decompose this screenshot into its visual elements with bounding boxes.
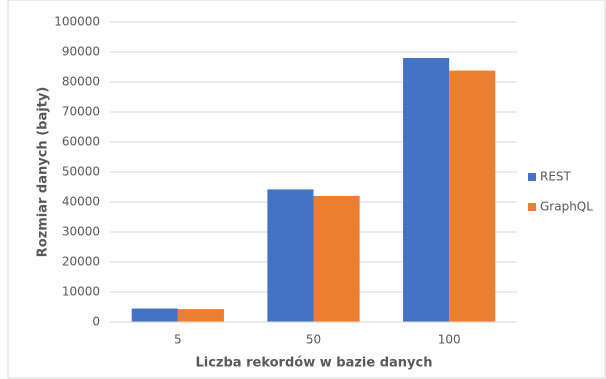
- y-tick-label: 90000: [62, 45, 100, 59]
- y-axis-title: Rozmiar danych (bajty): [36, 87, 51, 258]
- bar: [177, 309, 224, 322]
- x-axis-title: Liczba rekordów w bazie danych: [195, 356, 432, 371]
- x-tick-label: 5: [174, 333, 182, 347]
- legend-label: REST: [540, 170, 572, 184]
- legend-swatch: [528, 203, 536, 211]
- y-tick-label: 60000: [62, 135, 100, 149]
- legend-swatch: [528, 173, 536, 181]
- bar: [131, 308, 178, 322]
- y-tick-label: 10000: [62, 285, 100, 299]
- y-tick-label: 80000: [62, 75, 100, 89]
- y-tick-label: 30000: [62, 225, 100, 239]
- bar: [313, 196, 360, 322]
- y-tick-label: 0: [92, 315, 100, 329]
- y-tick-label: 70000: [62, 105, 100, 119]
- legend-label: GraphQL: [540, 200, 593, 214]
- y-tick-label: 50000: [62, 165, 100, 179]
- bar: [403, 58, 450, 322]
- y-tick-label: 100000: [54, 15, 100, 29]
- bar: [449, 70, 496, 322]
- y-tick-label: 40000: [62, 195, 100, 209]
- y-tick-label: 20000: [62, 255, 100, 269]
- x-tick-label: 100: [438, 333, 461, 347]
- bar: [267, 189, 314, 322]
- x-tick-label: 50: [306, 333, 321, 347]
